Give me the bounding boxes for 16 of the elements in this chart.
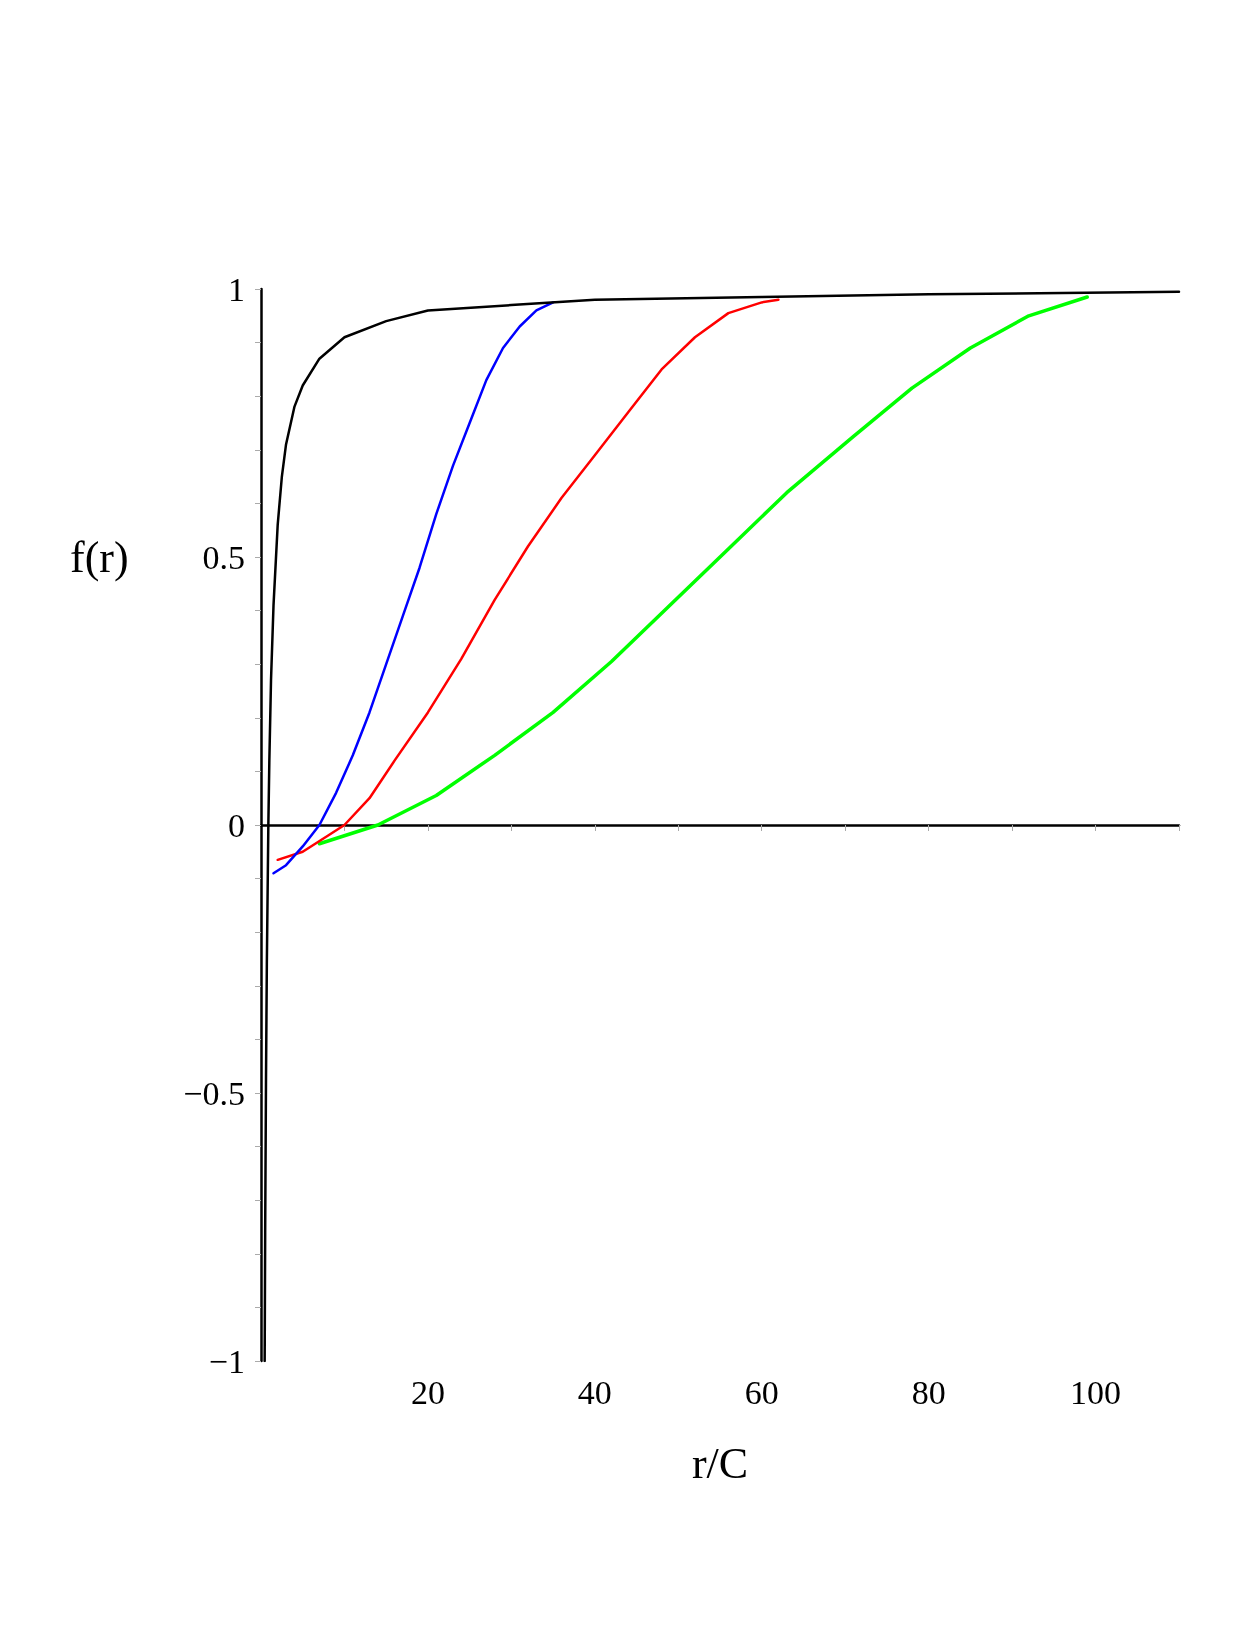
line-series: [272, 301, 555, 875]
x-tick-label: 40: [577, 1373, 612, 1411]
x-tick-label: 100: [1070, 1373, 1122, 1411]
x-tick-label: 60: [744, 1373, 779, 1411]
line-series: [276, 298, 780, 862]
line-series: [263, 290, 1181, 1363]
x-axis-title: r/C: [691, 1438, 749, 1488]
y-tick-label: 1: [228, 270, 245, 308]
line-series: [317, 295, 1089, 846]
y-tick-label: −1: [208, 1342, 245, 1380]
y-tick-label: 0: [228, 806, 245, 844]
y-tick-label: −0.5: [183, 1074, 245, 1112]
x-tick-label: 80: [911, 1373, 946, 1411]
y-axis-title: f(r): [70, 532, 129, 582]
x-tick-label: 20: [410, 1373, 445, 1411]
y-tick-label: 0.5: [202, 538, 245, 576]
